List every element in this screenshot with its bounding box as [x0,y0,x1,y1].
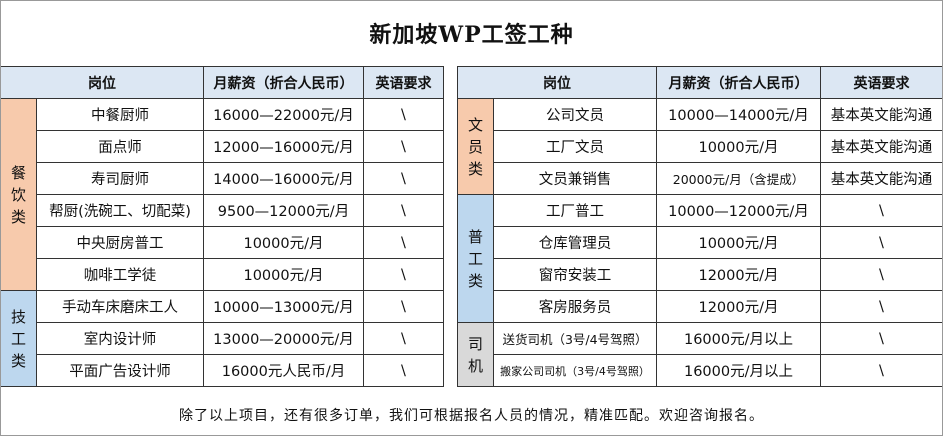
job-salary: 10000—13000元/月 [203,290,364,323]
table-header-row: 岗位 月薪资（折合人民币） 英语要求 [457,66,943,99]
table-row: 咖啡工学徒 10000元/月 \ [1,258,444,291]
table-row: 餐饮类 中餐厨师 16000—22000元/月 \ [0,98,444,291]
job-english: \ [363,194,444,227]
job-english: \ [363,226,444,259]
job-name: 咖啡工学徒 [36,258,204,291]
job-salary: 10000元/月 [203,258,364,291]
job-salary: 10000元/月 [656,130,821,163]
job-salary: 12000元/月 [656,258,821,291]
table-row: 普工类 工厂普工 10000—12000元/月 \ [457,194,943,323]
job-name: 搬家公司司机（3号/4号驾照） [493,354,657,387]
job-salary: 10000—14000元/月 [656,98,821,131]
job-salary: 10000元/月 [203,226,364,259]
job-name: 中餐厨师 [36,98,204,131]
job-english: \ [820,226,943,259]
job-english: \ [820,258,943,291]
job-english: \ [363,354,444,387]
table-row: 室内设计师 13000—20000元/月 \ [1,322,444,355]
table-row: 寿司厨师 14000—16000元/月 \ [1,162,444,195]
job-name: 文员兼销售 [493,162,657,195]
job-name: 寿司厨师 [36,162,204,195]
job-name: 客房服务员 [493,290,657,323]
header-salary: 月薪资（折合人民币） [203,66,364,99]
job-salary: 13000—20000元/月 [203,322,364,355]
job-name: 帮厨(洗碗工、切配菜) [36,194,204,227]
job-name: 中央厨房普工 [36,226,204,259]
category-clerk: 文员类 [457,98,494,195]
page-title: 新加坡WP工签工种 [369,22,574,48]
job-name: 仓库管理员 [493,226,657,259]
category-technical: 技工类 [0,290,37,387]
job-english: \ [363,98,444,131]
right-jobs-table: 岗位 月薪资（折合人民币） 英语要求 文员类 公司文员 10000—14000元… [457,66,943,387]
header-english: 英语要求 [363,66,444,99]
header-english: 英语要求 [820,66,943,99]
job-english: \ [363,130,444,163]
job-salary: 20000元/月（含提成） [656,162,821,195]
job-english: \ [820,354,943,387]
job-salary: 12000—16000元/月 [203,130,364,163]
job-english: \ [820,322,943,355]
job-english: \ [820,290,943,323]
job-english: \ [363,258,444,291]
job-english: \ [363,290,444,323]
job-salary: 16000—22000元/月 [203,98,364,131]
job-salary: 10000元/月 [656,226,821,259]
job-salary: 12000元/月 [656,290,821,323]
table-row: 文员兼销售 20000元/月（含提成） 基本英文能沟通 [458,162,943,195]
job-name: 手动车床磨床工人 [36,290,204,323]
job-name: 工厂普工 [493,194,657,227]
footer-note: 除了以上项目，还有很多订单，我们可根据报名人员的情况，精准匹配。欢迎咨询报名。 [179,408,764,424]
table-row: 司机 送货司机（3号/4号驾照） 16000元/月以上 \ [457,322,943,387]
job-name: 平面广告设计师 [36,354,204,387]
job-english: 基本英文能沟通 [820,162,943,195]
table-row: 面点师 12000—16000元/月 \ [1,130,444,163]
job-name: 窗帘安装工 [493,258,657,291]
table-row: 搬家公司司机（3号/4号驾照） 16000元/月以上 \ [458,354,943,387]
table-row: 文员类 公司文员 10000—14000元/月 基本英文能沟通 [457,98,943,195]
header-salary: 月薪资（折合人民币） [656,66,821,99]
table-row: 帮厨(洗碗工、切配菜) 9500—12000元/月 \ [1,194,444,227]
job-name: 工厂文员 [493,130,657,163]
table-row: 工厂文员 10000元/月 基本英文能沟通 [458,130,943,163]
table-row: 中央厨房普工 10000元/月 \ [1,226,444,259]
job-english: \ [363,162,444,195]
job-english: 基本英文能沟通 [820,130,943,163]
job-name: 送货司机（3号/4号驾照） [493,322,657,355]
table-row: 技工类 手动车床磨床工人 10000—13000元/月 \ [0,290,444,387]
job-salary: 16000元人民币/月 [203,354,364,387]
job-salary: 16000元/月以上 [656,322,821,355]
header-position: 岗位 [0,66,204,99]
job-salary: 14000—16000元/月 [203,162,364,195]
table-row: 平面广告设计师 16000元人民币/月 \ [1,354,444,387]
header-position: 岗位 [457,66,657,99]
table-header-row: 岗位 月薪资（折合人民币） 英语要求 [0,66,444,99]
job-salary: 10000—12000元/月 [656,194,821,227]
category-general-labor: 普工类 [457,194,494,323]
job-salary: 16000元/月以上 [656,354,821,387]
table-row: 仓库管理员 10000元/月 \ [458,226,943,259]
category-driver: 司机 [457,322,494,387]
category-food: 餐饮类 [0,98,37,291]
job-english: \ [820,194,943,227]
job-english: 基本英文能沟通 [820,98,943,131]
job-name: 面点师 [36,130,204,163]
table-row: 窗帘安装工 12000元/月 \ [458,258,943,291]
table-row: 客房服务员 12000元/月 \ [458,290,943,323]
job-salary: 9500—12000元/月 [203,194,364,227]
job-name: 室内设计师 [36,322,204,355]
job-english: \ [363,322,444,355]
left-jobs-table: 岗位 月薪资（折合人民币） 英语要求 餐饮类 中餐厨师 16000—22000元… [0,66,444,387]
job-name: 公司文员 [493,98,657,131]
